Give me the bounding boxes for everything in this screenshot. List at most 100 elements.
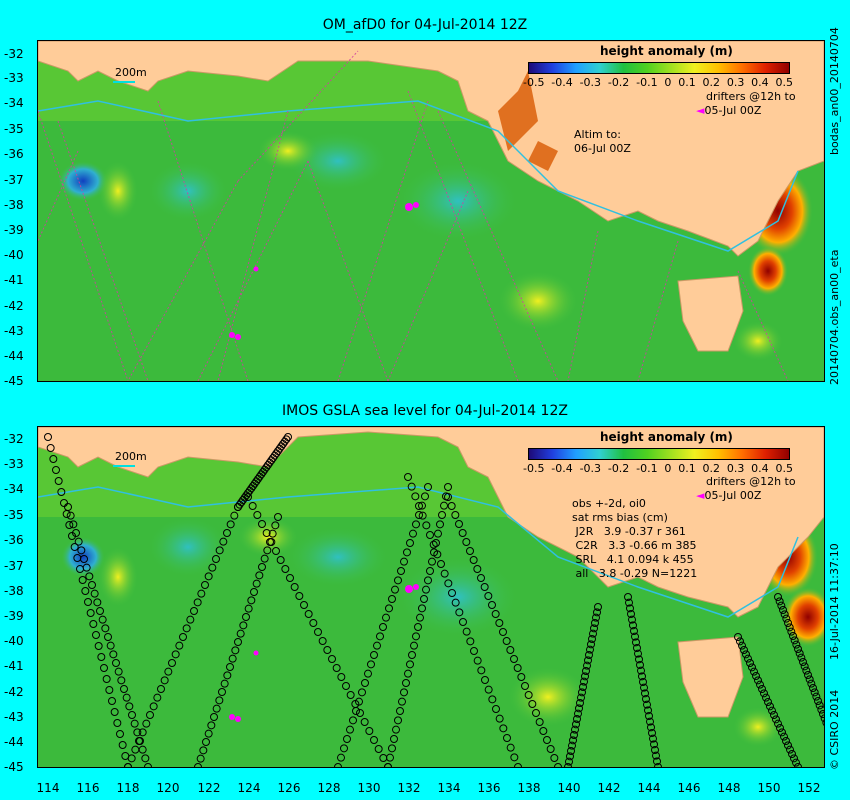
observation-circle [581,672,589,681]
observation-circle [651,746,659,754]
observation-circle [113,719,122,727]
panel-1-drifter-note: drifters @12h to [706,90,796,103]
observation-circle [569,736,577,745]
observation-circle [451,598,460,607]
observation-circle [258,563,266,571]
p1-lat-label: -35 [4,122,24,136]
observation-circle [644,706,652,715]
observation-circle [239,621,248,630]
p2-lat-label: -39 [4,609,24,623]
observation-circle [400,688,408,697]
observation-circle [85,572,94,581]
observation-circle [418,501,426,510]
observation-circle [105,686,114,694]
observation-circle [799,658,807,666]
observation-circle [226,520,235,529]
observation-circle [815,701,824,710]
observation-circle [72,529,80,537]
panel-1-svg [38,41,824,381]
observation-circle [146,711,154,719]
lon-label: 122 [197,781,221,795]
observation-circle [580,677,588,686]
observation-circle [593,608,601,617]
observation-circle [587,640,595,649]
observation-circle [780,610,789,619]
observation-circle [528,700,537,708]
panel-2-colorbar-ticks: -0.5 -0.4 -0.3 -0.2 -0.1 0 0.1 0.2 0.3 0.4 0.5 [523,462,793,475]
observation-circle [390,735,398,743]
observation-circle [564,763,572,767]
observation-circle [244,493,252,501]
p2-lat-label: -45 [4,760,24,774]
observation-circle [149,702,158,711]
observation-circle [361,679,369,687]
observation-circle [418,511,427,520]
p2-lat-label: -40 [4,634,24,648]
observation-circle [633,644,641,652]
observation-circle [394,576,402,585]
observation-circle [82,563,91,572]
observation-circle [650,740,658,749]
panel-2-side-label: 16-Jul-2014 11:37:10 [828,543,841,660]
tasmania-land [677,275,744,352]
lon-label: 128 [317,781,341,795]
observation-circle [422,585,430,594]
observation-circle [88,581,96,589]
observation-circle [491,610,500,618]
panel-1-scale-line [113,81,135,83]
observation-circle [337,673,346,681]
lon-label: 118 [116,781,140,795]
observation-circle [410,641,418,650]
observation-circle [810,688,819,697]
observation-circle [812,692,821,701]
observation-circle [583,661,591,670]
observation-circle [643,700,651,709]
observation-circle [436,520,444,529]
observation-circle [624,593,632,601]
observation-circle [207,721,216,730]
observation-circle [634,649,642,658]
observation-circle [420,595,428,603]
observation-circle [385,604,393,613]
observation-circle [628,615,636,624]
observation-circle [517,673,526,681]
observation-circle [470,647,478,655]
observation-circle [514,763,522,767]
observation-circle [764,698,772,706]
observation-circle [54,477,63,485]
observation-circle [772,715,780,724]
observation-circle [403,548,411,557]
observation-circle [418,604,426,613]
observation-circle [160,676,169,685]
observation-circle [532,709,540,717]
observation-circle [788,750,796,758]
observation-circle [625,598,633,607]
observation-circle [219,537,228,546]
panel-1-colorbar [528,62,790,74]
observation-circle [800,662,809,671]
observation-circle [589,629,597,638]
p1-lat-label: -40 [4,248,24,262]
observation-circle [382,613,390,622]
lon-label: 152 [797,781,821,795]
observation-circle [128,711,136,719]
observation-circle [406,660,414,669]
lon-label: 142 [597,781,621,795]
observation-circle [414,623,422,631]
observation-circle [164,667,173,676]
observation-circle [407,482,416,491]
lon-label: 138 [517,781,541,795]
panel-2-scale-line [113,465,135,467]
lon-label: 130 [357,781,381,795]
observation-circle [805,675,814,684]
observation-circle [411,492,420,501]
panel-2-colorbar [528,448,790,460]
observation-circle [349,716,357,725]
drifters [229,202,419,340]
observation-circle [502,637,511,645]
observation-circle [334,763,342,767]
observation-circle [492,705,500,713]
observation-circle [370,651,378,659]
observation-circle [175,641,184,650]
observation-circle [444,493,452,501]
